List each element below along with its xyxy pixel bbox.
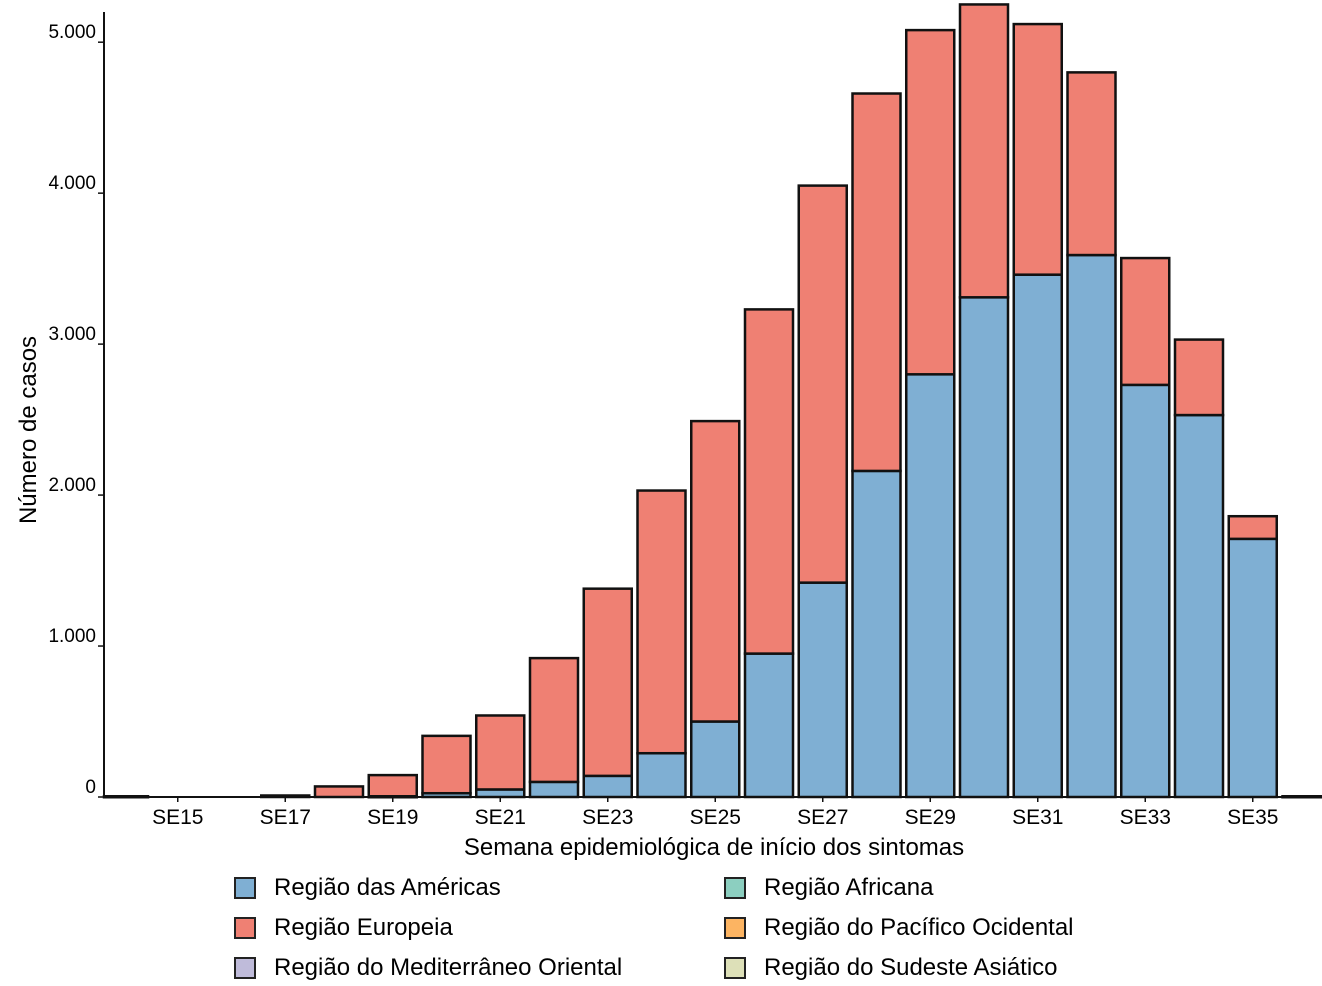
legend-item: Região do Sudeste Asiático — [724, 952, 1058, 984]
x-tick-label: SE21 — [475, 806, 526, 829]
x-tick-label: SE19 — [367, 806, 418, 829]
bar-se35-series-0 — [1227, 537, 1278, 799]
legend-item: Região das Américas — [234, 872, 501, 904]
x-axis-ticks: SE15 SE17 SE19 SE21 SE23 SE25 SE27 SE29 SE31 SE33… — [152, 797, 1278, 829]
bar-se31-series-0 — [1012, 273, 1063, 799]
x-tick-label: SE33 — [1120, 806, 1171, 829]
legend-label: Região do Sudeste Asiático — [764, 954, 1058, 981]
bar-se35-series-1 — [1227, 514, 1278, 541]
bar-se25-series-0 — [690, 720, 741, 799]
legend-label: Região do Pacífico Ocidental — [764, 914, 1074, 941]
bar-se24-series-0 — [636, 751, 687, 799]
bar-se27-series-0 — [797, 581, 848, 799]
bar-se33-series-0 — [1120, 383, 1171, 799]
legend: Região das Américas Região Africana Região… — [234, 872, 1134, 986]
bar-se23-series-0 — [582, 774, 633, 799]
bar-se18-series-1 — [313, 785, 365, 799]
x-tick-label: SE29 — [905, 806, 956, 829]
legend-label: Região das Américas — [274, 874, 501, 901]
bar-se31-series-1 — [1012, 22, 1063, 276]
bar-se26-series-0 — [743, 652, 795, 799]
bar-se29-series-0 — [905, 373, 956, 799]
legend-swatch — [724, 957, 746, 979]
legend-label: Região Africana — [764, 874, 934, 901]
bar-se30-series-0 — [958, 296, 1010, 799]
x-tick-label: SE23 — [582, 806, 633, 829]
bar-se32-series-0 — [1066, 253, 1117, 799]
bar-se33-series-1 — [1120, 256, 1171, 387]
bar-se26-series-1 — [743, 308, 795, 655]
legend-label: Região Europeia — [274, 914, 453, 941]
bars-layer — [102, 3, 1322, 799]
legend-swatch — [234, 957, 256, 979]
x-tick-label: SE27 — [797, 806, 848, 829]
bar-se20-series-1 — [421, 734, 472, 795]
legend-item: Região do Mediterrâneo Oriental — [234, 952, 622, 984]
bar-se22-series-1 — [528, 656, 580, 784]
bar-se28-series-0 — [851, 469, 902, 799]
bar-se32-series-1 — [1066, 71, 1117, 257]
bar-se28-series-1 — [851, 92, 902, 473]
x-tick-label: SE25 — [690, 806, 741, 829]
y-tick-label: 3.000 — [48, 324, 96, 345]
y-tick-label: 1.000 — [48, 626, 96, 647]
x-tick-label: SE31 — [1012, 806, 1063, 829]
x-tick-label: SE35 — [1227, 806, 1278, 829]
legend-label: Região do Mediterrâneo Oriental — [274, 954, 623, 981]
bar-se25-series-1 — [690, 419, 741, 723]
y-axis-ticks: 0 1.000 2.000 3.000 4.000 5.000 — [48, 22, 104, 798]
bar-se21-series-1 — [475, 714, 526, 791]
bar-se22-series-0 — [528, 780, 580, 799]
bar-se23-series-1 — [582, 587, 633, 778]
legend-swatch — [724, 877, 746, 899]
y-tick-label: 2.000 — [48, 475, 96, 496]
x-axis-title: Semana epidemiológica de início dos sint… — [464, 834, 964, 861]
bar-se27-series-1 — [797, 184, 848, 584]
y-tick-label: 5.000 — [48, 22, 96, 43]
legend-item: Região Africana — [724, 872, 933, 904]
bar-se29-series-1 — [905, 28, 956, 376]
y-axis-title: Número de casos — [15, 336, 42, 524]
y-tick-label: 0 — [85, 777, 96, 798]
legend-item: Região do Pacífico Ocidental — [724, 912, 1074, 944]
legend-swatch — [724, 917, 746, 939]
bar-se34-series-0 — [1173, 413, 1225, 799]
bar-se24-series-1 — [636, 489, 687, 755]
bar-se30-series-1 — [958, 3, 1010, 299]
x-tick-label: SE17 — [260, 806, 311, 829]
x-tick-label: SE15 — [152, 806, 203, 829]
legend-swatch — [234, 917, 256, 939]
legend-swatch — [234, 877, 256, 899]
bar-se34-series-1 — [1173, 338, 1225, 417]
bar-se19-series-1 — [367, 773, 418, 798]
legend-item: Região Europeia — [234, 912, 453, 944]
y-tick-label: 4.000 — [48, 173, 96, 194]
